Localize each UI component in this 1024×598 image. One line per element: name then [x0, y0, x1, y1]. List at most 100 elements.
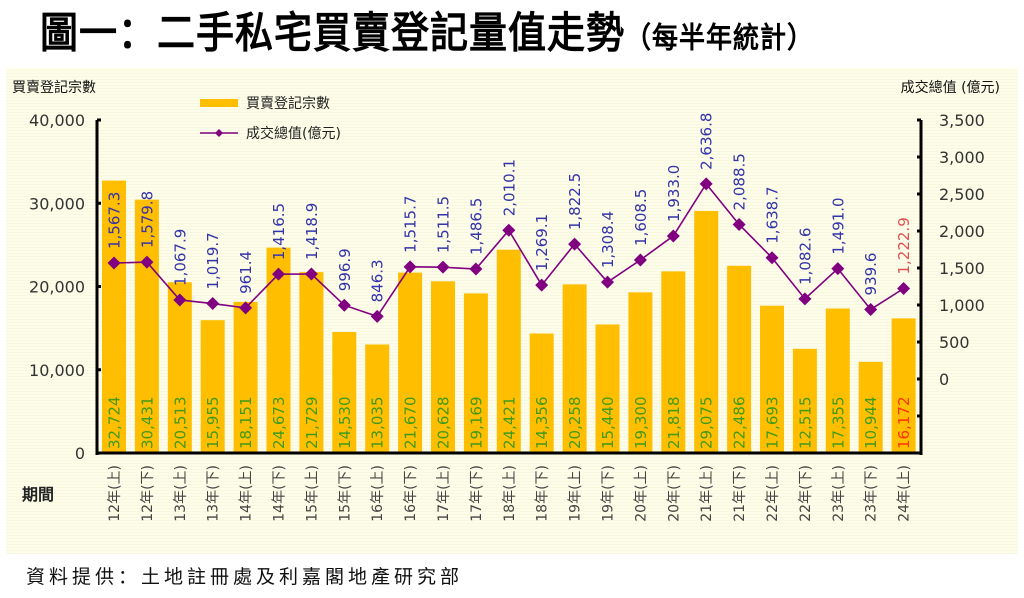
- bar-value-label: 15,955: [204, 397, 222, 450]
- x-category-label: 22年(上): [765, 465, 781, 522]
- line-point: [666, 229, 680, 243]
- bar: [365, 344, 390, 453]
- bar-series: [102, 180, 916, 453]
- line-point: [173, 293, 187, 307]
- x-category-label: 18年(下): [535, 465, 551, 522]
- bar-value-label: 19,300: [632, 397, 650, 450]
- y2-tick-label: 2,000: [939, 222, 985, 241]
- bar-value-label: 18,151: [237, 397, 255, 450]
- bar: [562, 284, 587, 453]
- bar: [792, 348, 817, 453]
- x-category-label: 19年(下): [601, 465, 617, 522]
- bar-value-label: 20,513: [171, 397, 189, 450]
- x-category-label: 19年(上): [568, 465, 584, 522]
- bar-value-label: 24,673: [270, 397, 288, 450]
- line-value-label: 1,222.9: [895, 217, 913, 274]
- bar: [431, 281, 455, 453]
- x-category-label: 21年(下): [732, 465, 748, 522]
- bar: [463, 293, 488, 453]
- bar: [134, 199, 159, 453]
- bar-value-label: 16,172: [895, 397, 913, 450]
- bar: [167, 282, 192, 453]
- bar: [825, 308, 850, 453]
- x-category-label: 23年(下): [864, 465, 880, 522]
- line-value-label: 2,010.1: [500, 159, 518, 216]
- x-category-label: 14年(上): [239, 465, 255, 522]
- bar: [694, 210, 719, 453]
- bar-value-label: 20,628: [435, 397, 453, 450]
- line-value-label: 1,822.5: [566, 173, 584, 230]
- bar-value-label: 17,693: [764, 397, 782, 450]
- bar-value-label: 15,440: [599, 397, 617, 450]
- line-value-label: 2,636.8: [698, 113, 716, 170]
- bar: [496, 249, 521, 453]
- chart: 32,724 30,431 20,513 15,955 18,151 24,673 21,7…: [12, 79, 1000, 522]
- x-category-label: 17年(下): [469, 465, 485, 522]
- y-axis-title: 買賣登記宗數: [12, 79, 96, 96]
- bar: [595, 324, 620, 453]
- x-category-label: 20年(上): [633, 465, 649, 522]
- bar: [661, 271, 686, 453]
- line-value-label: 1,567.3: [106, 192, 124, 249]
- line-point: [239, 301, 253, 315]
- bar-value-label: 14,530: [336, 397, 354, 450]
- line-series: [107, 177, 911, 323]
- line-point: [370, 309, 384, 323]
- x-axis-title: 期間: [22, 485, 54, 504]
- line-value-label: 2,088.5: [731, 153, 749, 210]
- x-category-label: 23年(上): [831, 465, 847, 522]
- line-value-label: 1,491.0: [829, 197, 847, 254]
- line-value-label: 1,579.8: [138, 191, 156, 248]
- bar-value-label: 19,169: [467, 397, 485, 450]
- line-value-label: 1,933.0: [665, 165, 683, 222]
- x-category-label: 13年(上): [173, 465, 189, 522]
- line-point: [897, 282, 911, 296]
- x-category-label: 16年(上): [370, 465, 386, 522]
- source-note: 資料提供：土地註冊處及利嘉閣地產研究部: [26, 566, 464, 588]
- line-value-label: 1,418.9: [303, 203, 321, 260]
- line-value-label: 1,515.7: [402, 196, 420, 253]
- line-point: [140, 255, 154, 269]
- bar: [398, 272, 423, 453]
- line-value-label: 1,486.5: [467, 198, 485, 255]
- bar: [891, 318, 916, 453]
- x-category-label: 17年(上): [436, 465, 452, 522]
- bar-value-label: 32,724: [106, 397, 124, 450]
- bar-value-label: 29,075: [698, 397, 716, 450]
- bar: [332, 332, 357, 453]
- y2-tick-label: 3,000: [939, 148, 985, 167]
- line-point: [107, 256, 121, 270]
- chart-title: 圖一：二手私宅買賣登記量值走勢（每半年統計）: [40, 1, 814, 66]
- line-point: [206, 297, 220, 311]
- line-value-label: 1,608.5: [632, 189, 650, 246]
- line-value-label: 1,019.7: [204, 232, 222, 289]
- y-tick-label: 10,000: [29, 361, 85, 380]
- y2-tick-label: 0: [939, 370, 949, 389]
- line-value-label: 961.4: [237, 251, 255, 294]
- bar-value-label: 30,431: [138, 397, 156, 450]
- bar: [628, 292, 653, 453]
- line-point: [864, 302, 878, 316]
- axis-ticks: 0 10,000 20,000 30,000 40,000 0 500 1,000 1,500 2…: [29, 111, 985, 463]
- line-point: [831, 262, 845, 276]
- line-point: [337, 298, 351, 312]
- bar-value-label: 21,729: [303, 397, 321, 450]
- bar-value-label: 22,486: [731, 397, 749, 450]
- bar: [727, 265, 752, 453]
- line-value-label: 1,638.7: [764, 186, 782, 243]
- x-category-label: 21年(上): [699, 465, 715, 522]
- x-category-label: 20年(下): [666, 465, 682, 522]
- line-value-label: 1,511.5: [435, 196, 453, 253]
- legend-line-label: 成交總值(億元): [246, 125, 341, 142]
- line-point: [798, 292, 812, 306]
- line-point: [535, 278, 549, 292]
- bar-value-label: 14,356: [533, 397, 551, 450]
- line-value-labels: 1,567.3 1,579.8 1,067.9 1,019.7 961.4 1,416.5…: [106, 113, 914, 303]
- line-point: [469, 262, 483, 276]
- line-point: [568, 237, 582, 251]
- x-category-label: 13年(下): [206, 465, 222, 522]
- bar: [233, 301, 258, 453]
- chart-title-sub: （每半年統計）: [625, 21, 815, 56]
- line-value-label: 996.9: [336, 248, 354, 291]
- line-point: [272, 267, 285, 281]
